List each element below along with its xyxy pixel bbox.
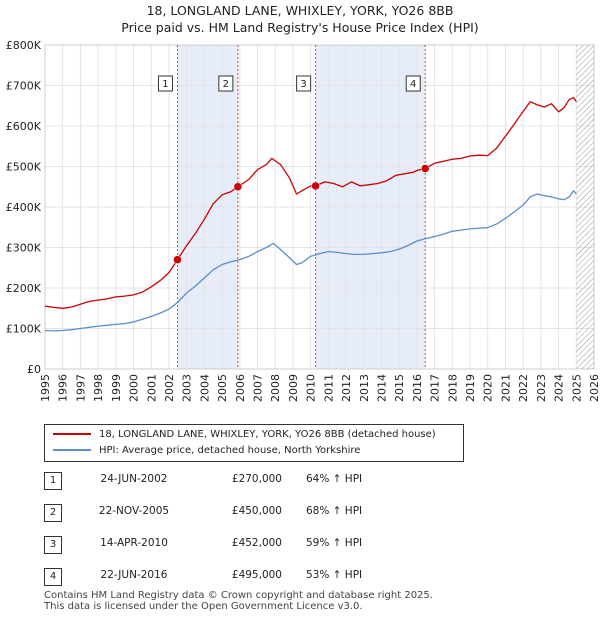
- price-chart: 1 2 3 4 £0 £100K £200K £300K £400K £500K £600K £70…: [6, 39, 600, 402]
- table-row: 2 22-NOV-2005 £450,000 68% ↑ HPI: [44, 504, 464, 536]
- y-tick-label: £400K: [6, 201, 42, 214]
- x-tick-label: 2010: [305, 374, 318, 402]
- y-tick-labels: £0 £100K £200K £300K £400K £500K £600K £700K £80…: [6, 39, 42, 376]
- legend-label-hpi: HPI: Average price, detached house, Nort…: [99, 445, 361, 456]
- y-tick-label: £700K: [6, 80, 42, 93]
- forecast-hatch: [576, 45, 594, 369]
- sale-label-box: [296, 75, 312, 92]
- y-tick-label: £300K: [6, 242, 42, 255]
- x-tick-label: 2000: [128, 374, 141, 402]
- x-tick-label: 1997: [74, 374, 87, 402]
- series-line-property: [44, 96, 577, 309]
- x-tick-label: 2018: [446, 374, 459, 402]
- sale-price: £452,000: [231, 537, 282, 549]
- sale-date: 14-APR-2010: [100, 537, 168, 549]
- x-tick-label: 2005: [216, 374, 229, 402]
- sale-label-text: 1: [162, 79, 168, 90]
- y-tick-label: £500K: [6, 161, 42, 174]
- x-tick-label: 2020: [482, 374, 495, 402]
- sale-number-badge: 2: [44, 504, 62, 522]
- sale-label-box: [157, 75, 173, 92]
- x-tick-label: 2013: [358, 374, 371, 402]
- sale-hpi-change: 64% ↑ HPI: [306, 473, 363, 485]
- sale-price: £270,000: [231, 473, 282, 485]
- footer-line-1: Contains HM Land Registry data © Crown c…: [44, 590, 433, 601]
- sale-hpi-change: 59% ↑ HPI: [306, 537, 363, 549]
- sale-label-box: [405, 75, 421, 92]
- legend-item-property: 18, LONGLAND LANE, WHIXLEY, YORK, YO26 8…: [53, 427, 436, 443]
- y-tick-label: £200K: [6, 282, 42, 295]
- sale-number-badge: 1: [44, 472, 62, 490]
- footer-line-2: This data is licensed under the Open Gov…: [44, 601, 363, 612]
- sale-label-boxes: 1 2 3 4: [157, 75, 421, 92]
- sale-point: [173, 255, 182, 264]
- legend: 18, LONGLAND LANE, WHIXLEY, YORK, YO26 8…: [44, 424, 464, 462]
- x-tick-label: 2008: [269, 374, 282, 402]
- x-tick-label: 1999: [110, 374, 123, 402]
- x-tick-label: 1996: [57, 374, 70, 402]
- sale-number-badge: 3: [44, 536, 62, 554]
- sale-hpi-change: 53% ↑ HPI: [306, 569, 363, 581]
- x-tick-label: 2001: [145, 374, 158, 402]
- x-tick-label: 2015: [393, 374, 406, 402]
- table-row: 1 24-JUN-2002 £270,000 64% ↑ HPI: [44, 472, 464, 504]
- sale-label-text: 4: [410, 79, 416, 90]
- x-tick-label: 2003: [181, 374, 194, 402]
- x-tick-label: 2014: [375, 374, 388, 402]
- sale-price: £495,000: [231, 569, 282, 581]
- sale-point: [311, 181, 320, 191]
- x-tick-label: 2019: [464, 374, 477, 402]
- x-tick-label: 1998: [92, 374, 105, 402]
- x-tick-labels: 1995 1996 1997 1998 1999 2000 2001 2002 2003 2004…: [39, 374, 600, 402]
- sale-date: 24-JUN-2002: [100, 473, 168, 485]
- x-tick-label: 2006: [234, 374, 247, 402]
- sale-label-text: 2: [223, 79, 229, 90]
- legend-item-hpi: HPI: Average price, detached house, Nort…: [53, 443, 360, 459]
- y-tick-label: £0: [27, 363, 41, 376]
- sale-date: 22-JUN-2016: [100, 569, 168, 581]
- chart-subtitle: Price paid vs. HM Land Registry's House …: [121, 20, 479, 35]
- footer-attribution: Contains HM Land Registry data © Crown c…: [44, 590, 433, 612]
- x-tick-label: 2022: [517, 374, 530, 402]
- x-tick-label: 2026: [588, 374, 600, 402]
- sale-date: 22-NOV-2005: [98, 505, 170, 517]
- y-tick-label: £600K: [6, 120, 42, 133]
- sale-point: [420, 164, 430, 173]
- grid-lines: [44, 44, 595, 370]
- sale-hpi-change: 68% ↑ HPI: [306, 505, 363, 517]
- sale-points: [173, 164, 430, 264]
- sale-number-badge: 4: [44, 568, 62, 586]
- chart-title: 18, LONGLAND LANE, WHIXLEY, YORK, YO26 8…: [146, 3, 454, 18]
- x-tick-label: 2012: [340, 374, 353, 402]
- sale-point: [233, 182, 243, 191]
- x-tick-label: 2007: [252, 374, 265, 402]
- x-tick-label: 1995: [39, 374, 52, 402]
- sale-label-box: [218, 75, 234, 92]
- x-tick-label: 2021: [499, 374, 512, 402]
- x-tick-label: 2023: [535, 374, 548, 402]
- sale-label-text: 3: [300, 79, 306, 90]
- y-tick-label: £800K: [6, 39, 42, 52]
- table-row: 4 22-JUN-2016 £495,000 53% ↑ HPI: [44, 568, 464, 600]
- x-tick-label: 2017: [429, 374, 442, 402]
- sale-marker-lines: [176, 45, 426, 369]
- x-tick-label: 2016: [411, 374, 424, 402]
- sales-table: 1 24-JUN-2002 £270,000 64% ↑ HPI 2 22-NO…: [44, 472, 464, 600]
- sale-price: £450,000: [231, 505, 282, 517]
- y-tick-label: £100K: [6, 323, 42, 336]
- series-lines: [44, 96, 577, 332]
- series-line-hpi: [44, 190, 577, 332]
- x-tick-label: 2004: [198, 374, 211, 402]
- legend-swatch-property: [53, 433, 91, 435]
- table-row: 3 14-APR-2010 £452,000 59% ↑ HPI: [44, 536, 464, 568]
- legend-label-property: 18, LONGLAND LANE, WHIXLEY, YORK, YO26 8…: [99, 429, 436, 440]
- x-tick-label: 2025: [570, 374, 583, 402]
- x-tick-label: 2024: [553, 374, 566, 402]
- x-tick-label: 2009: [287, 374, 300, 402]
- chart-title-block: 18, LONGLAND LANE, WHIXLEY, YORK, YO26 8…: [0, 2, 600, 36]
- legend-swatch-hpi: [53, 449, 91, 451]
- forecast-hatch-area: [576, 45, 594, 369]
- x-tick-label: 2002: [163, 374, 176, 402]
- x-tick-label: 2011: [322, 374, 335, 402]
